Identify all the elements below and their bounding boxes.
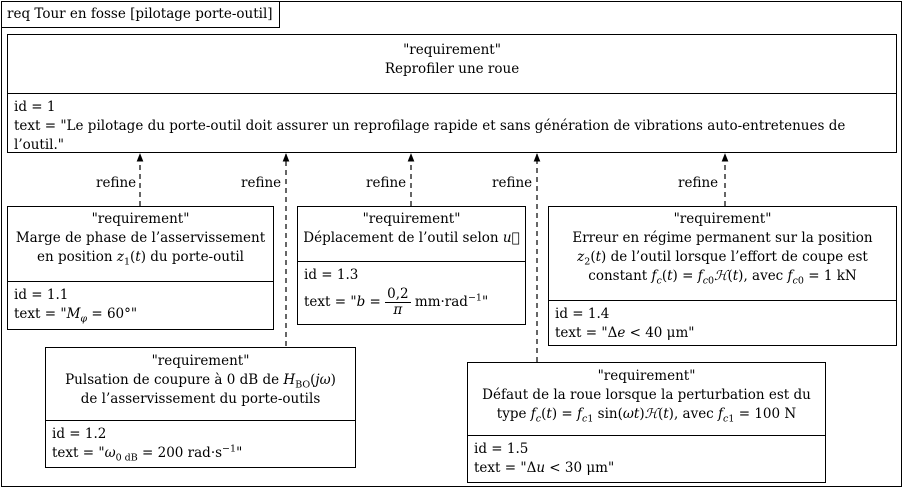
stereotype-label: "requirement"	[597, 368, 696, 384]
requirement-name-line1: Marge de phase de l’asservissement	[15, 230, 266, 246]
frame-title: req Tour en fosse [pilotage porte-outil]	[1, 1, 280, 28]
requirement-id: id = 1.2	[52, 426, 107, 442]
refine-label-1-5: refine	[492, 175, 533, 191]
requirement-name-line2: en position z1(t) du porte-outil	[36, 249, 245, 268]
requirement-text: text = "ω0 dB = 200 rad·s−1"	[52, 443, 243, 464]
requirement-id: id = 1.5	[474, 441, 529, 457]
requirement-name-line3: constant fc(t) = fc0ℋ(t), avec fc0 = 1 k…	[588, 268, 857, 287]
requirement-1-4[interactable]: "requirement" Erreur en régime permanent…	[548, 206, 897, 346]
refine-label-1-2: refine	[241, 175, 282, 191]
requirement-name-line1: Défaut de la roue lorsque la perturbatio…	[482, 387, 811, 403]
requirement-name-line1: Pulsation de coupure à 0 dB de HBO(jω)	[65, 372, 336, 391]
requirement-name-line2: type fc(t) = fc1 sin(ωt)ℋ(t), avec fc1 =…	[496, 406, 797, 425]
refine-label-1-4: refine	[678, 175, 719, 191]
requirement-1-2[interactable]: "requirement" Pulsation de coupure à 0 d…	[45, 347, 356, 468]
refine-label-1-3: refine	[366, 175, 407, 191]
requirement-id: id = 1.4	[555, 306, 610, 322]
requirement-text-line2: l’outil."	[14, 137, 64, 153]
stereotype-label: "requirement"	[362, 211, 461, 227]
stereotype-label: "requirement"	[151, 353, 250, 369]
requirement-id: id = 1.3	[304, 267, 359, 283]
requirement-text: text = "Δu < 30 μm"	[474, 460, 615, 476]
requirement-name-line2: de l’asservissement du porte-outils	[80, 391, 321, 407]
stereotype-label: "requirement"	[403, 42, 501, 58]
requirement-text: text = "Δe < 40 μm"	[555, 325, 695, 341]
requirement-1-5[interactable]: "requirement" Défaut de la roue lorsque …	[467, 362, 826, 483]
requirement-name: Déplacement de l’outil selon u⃗	[303, 230, 520, 246]
requirement-1-3[interactable]: "requirement" Déplacement de l’outil sel…	[297, 206, 526, 325]
requirement-id: id = 1	[14, 99, 56, 115]
requirement-name-line1: Erreur en régime permanent sur la positi…	[572, 230, 873, 246]
requirement-1-1[interactable]: "requirement" Marge de phase de l’asserv…	[7, 206, 274, 330]
stereotype-label: "requirement"	[91, 211, 190, 227]
stereotype-label: "requirement"	[673, 211, 772, 227]
requirement-text: text = "Mφ = 60°"	[14, 306, 138, 325]
requirement-name: Reprofiler une roue	[384, 61, 520, 77]
requirement-id: id = 1.1	[14, 287, 69, 303]
requirement-name-line2: z2(t) de l’outil lorsque l’effort de cou…	[577, 249, 868, 268]
requirement-text-line1: text = "Le pilotage du porte-outil doit …	[14, 118, 846, 134]
refine-label-1-1: refine	[96, 175, 137, 191]
requirement-text: text = "b = 0,2 π mm·rad−1"	[304, 286, 489, 318]
requirement-root[interactable]: "requirement" Reprofiler une roue id = 1…	[7, 34, 897, 153]
